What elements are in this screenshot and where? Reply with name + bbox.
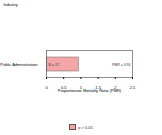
html-text:p > 0.05: p > 0.05	[78, 124, 93, 130]
svg-text:Public Administration: Public Administration	[0, 62, 37, 67]
svg-text:2.5: 2.5	[130, 85, 136, 90]
svg-text:Proportionate Mortality Ratio: Proportionate Mortality Ratio (PMR)	[58, 88, 122, 93]
svg-text:PMR = 0.94: PMR = 0.94	[112, 63, 131, 67]
svg-text:N = 17: N = 17	[49, 63, 59, 67]
svg-text:Industry: Industry	[4, 2, 18, 7]
svg-text:0: 0	[45, 85, 48, 90]
